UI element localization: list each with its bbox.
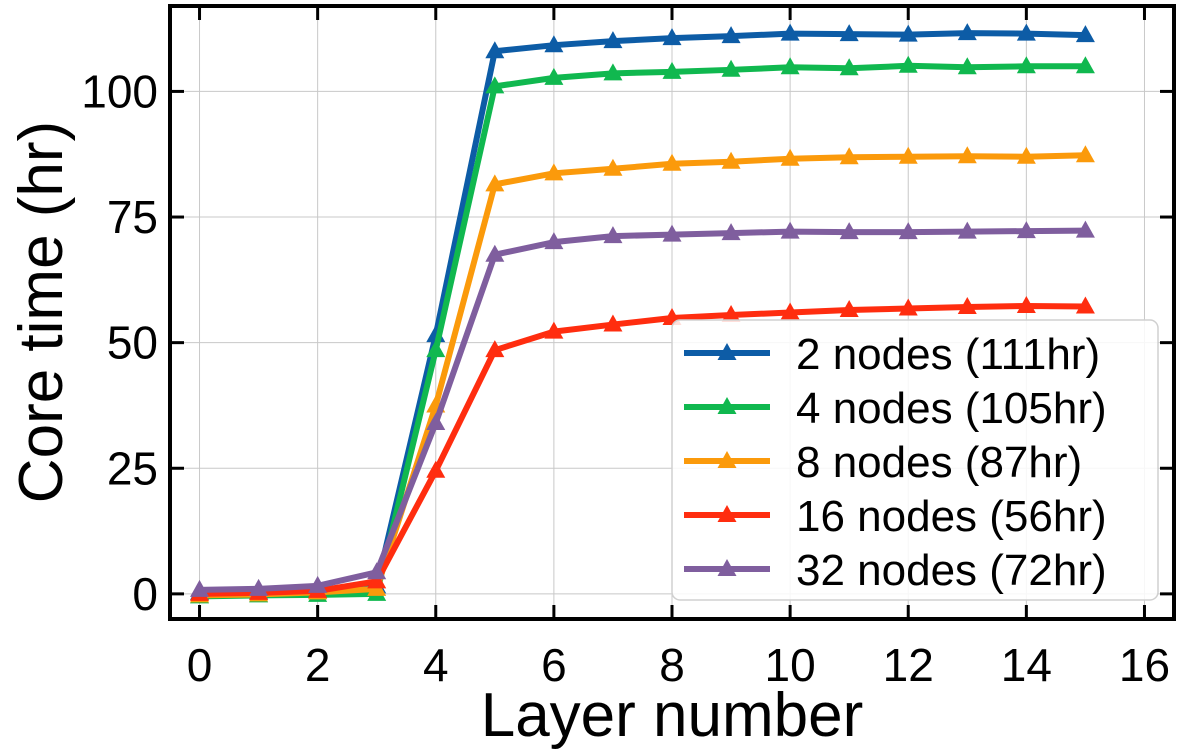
data-point-marker [426,460,446,478]
data-point-marker [603,226,623,244]
data-point-marker [780,148,800,166]
data-point-marker [662,153,682,171]
data-point-marker [603,63,623,81]
data-point-marker [426,413,446,431]
data-point-marker [1016,56,1036,74]
data-point-marker [780,302,800,320]
x-tick-label: 0 [187,639,213,691]
x-tick-label: 12 [883,639,934,691]
data-point-marker [1075,25,1095,43]
data-point-marker [839,58,859,76]
data-point-marker [485,76,505,94]
data-point-marker [190,579,210,597]
data-point-marker [780,57,800,75]
legend-box [671,319,1159,601]
data-point-marker [485,340,505,358]
data-point-marker [721,223,741,241]
x-tick-label: 10 [765,639,816,691]
legend-marker [717,559,737,576]
legend-marker [717,451,737,468]
x-tick-label: 4 [423,639,449,691]
series-line [199,152,1086,599]
data-point-marker [1075,296,1095,314]
x-axis-title: Layer number [481,681,864,750]
axis-ticks [170,6,1174,619]
legend-label: 32 nodes (72hr) [796,546,1107,595]
legend-label: 2 nodes (111hr) [796,330,1100,379]
data-point-marker [544,163,564,181]
series-4 [190,220,1095,597]
data-point-marker [544,232,564,250]
data-point-marker [898,298,918,316]
legend: 2 nodes (111hr) 4 nodes (105hr) 8 nodes (8… [671,319,1159,601]
data-point-marker [839,147,859,165]
series-group [190,23,1095,604]
legend-label: 4 nodes (105hr) [796,384,1107,433]
data-point-marker [544,67,564,85]
data-point-marker [1075,220,1095,238]
data-point-marker [662,28,682,46]
data-point-marker [839,24,859,42]
y-tick-label: 75 [107,191,158,243]
x-tick-label: 8 [659,639,685,691]
series-line [199,62,1086,600]
data-point-marker [662,61,682,79]
data-point-marker [780,23,800,41]
data-point-marker [721,305,741,323]
series-line [199,302,1086,597]
data-point-marker [957,221,977,239]
data-point-marker [1016,146,1036,164]
y-tick-label: 100 [81,65,158,117]
data-point-marker [485,174,505,192]
data-point-marker [957,57,977,75]
legend-marker [717,397,737,414]
data-point-marker [780,221,800,239]
data-point-marker [957,296,977,314]
data-point-marker [367,562,387,580]
data-point-marker [957,23,977,41]
data-point-marker [249,578,269,596]
data-point-marker [426,340,446,358]
legend-marker [717,343,737,360]
x-tick-label: 16 [1119,639,1170,691]
data-point-marker [662,224,682,242]
x-tick-label: 14 [1001,639,1052,691]
data-point-marker [721,151,741,169]
legend-label: 16 nodes (56hr) [796,492,1107,541]
data-point-marker [1075,56,1095,74]
data-point-marker [544,35,564,53]
data-point-marker [603,314,623,332]
y-tick-label: 0 [132,568,158,620]
data-point-marker [603,158,623,176]
x-tick-label: 6 [541,639,567,691]
data-point-marker [721,26,741,44]
y-tick-label: 50 [107,317,158,369]
data-point-marker [898,222,918,240]
data-point-marker [367,571,387,589]
data-point-marker [839,222,859,240]
data-point-marker [485,244,505,262]
legend-marker [717,505,737,522]
data-point-marker [898,146,918,164]
data-point-marker [603,31,623,49]
series-line [199,227,1086,593]
y-tick-label: 25 [107,442,158,494]
data-point-marker [839,299,859,317]
tick-labels: 0 2 4 6 8 10 12 14 16 0 25 50 75 100 [81,65,1170,691]
y-axis-title: Core time (hr) [7,121,76,503]
x-tick-label: 2 [305,639,331,691]
data-point-marker [957,146,977,164]
data-point-marker [485,41,505,59]
data-point-marker [721,59,741,77]
data-point-marker [544,321,564,339]
data-point-marker [1016,23,1036,41]
data-point-marker [1016,221,1036,239]
data-point-marker [1016,295,1036,313]
data-point-marker [898,24,918,42]
data-point-marker [308,575,328,593]
data-point-marker [898,55,918,73]
data-point-marker [1075,145,1095,163]
legend-label: 8 nodes (87hr) [796,438,1082,487]
